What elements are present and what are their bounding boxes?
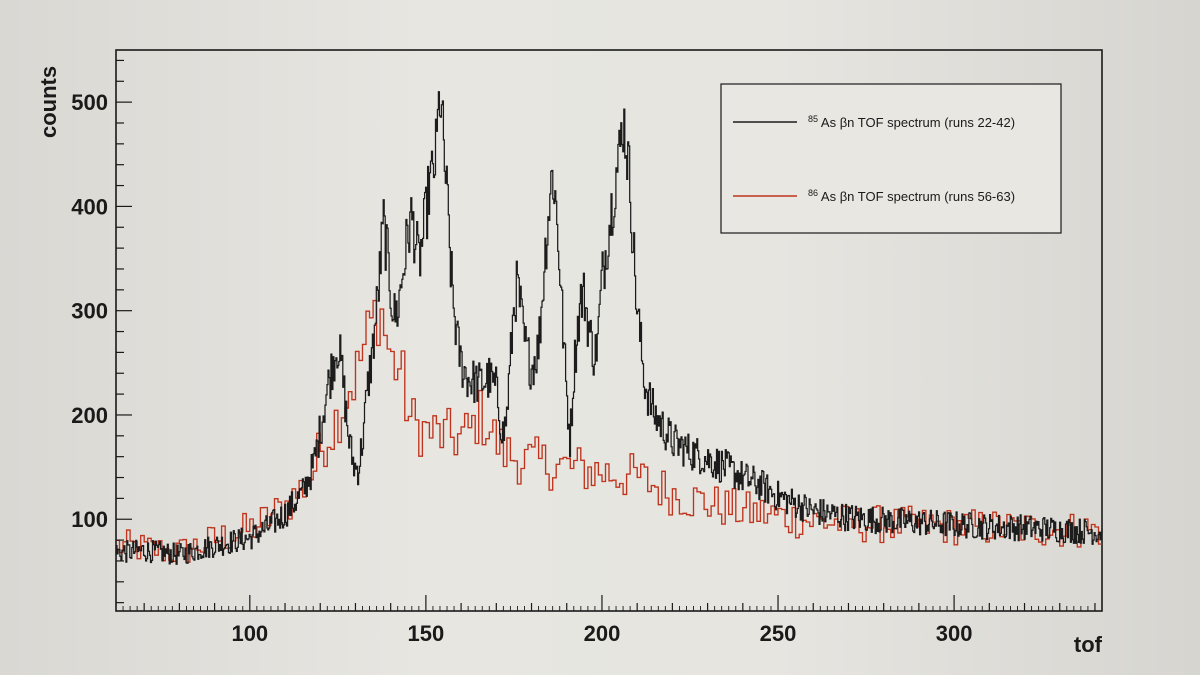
legend-entry-85as: 85 As βn TOF spectrum (runs 22-42): [808, 110, 1015, 130]
y-tick-label: 200: [71, 403, 108, 428]
y-axis: 100 200 300 400 500: [71, 59, 132, 604]
x-tick-label: 200: [584, 621, 621, 646]
x-tick-label: 300: [936, 621, 973, 646]
x-axis: 100 150 200 250 300: [115, 595, 1103, 646]
legend-entry-85as-label: As βn TOF spectrum (runs 22-42): [821, 115, 1015, 130]
y-tick-label: 100: [71, 507, 108, 532]
legend: 85 As βn TOF spectrum (runs 22-42) 86 As…: [720, 83, 1062, 234]
legend-box: [720, 83, 1062, 234]
y-tick-label: 500: [71, 90, 108, 115]
legend-entry-86as-superscript: 86: [808, 188, 818, 198]
legend-entry-85as-superscript: 85: [808, 114, 818, 124]
series-86as-histogram: [116, 299, 1102, 563]
legend-entry-86as-label: As βn TOF spectrum (runs 56-63): [821, 189, 1015, 204]
series-layer: [116, 91, 1103, 565]
x-tick-label: 250: [760, 621, 797, 646]
x-tick-label: 150: [408, 621, 445, 646]
x-tick-label: 100: [231, 621, 268, 646]
series-85as-histogram: [116, 91, 1103, 565]
legend-entry-86as: 86 As βn TOF spectrum (runs 56-63): [808, 184, 1015, 204]
x-axis-title: tof: [1074, 632, 1103, 657]
y-axis-title: counts: [36, 66, 61, 138]
y-tick-label: 300: [71, 299, 108, 324]
y-tick-label: 400: [71, 194, 108, 219]
